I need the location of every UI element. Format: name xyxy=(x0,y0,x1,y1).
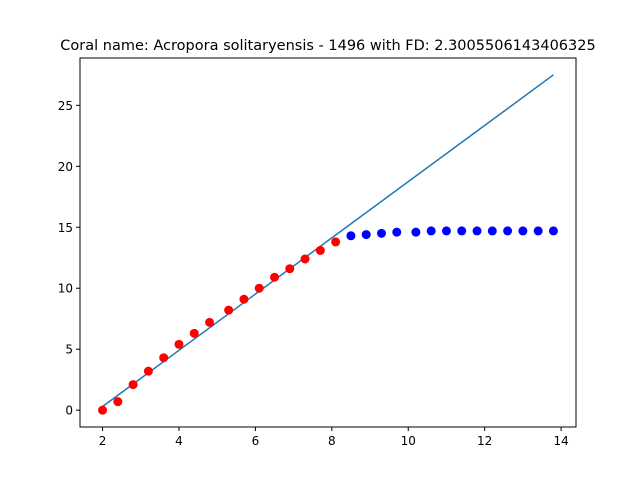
data-point xyxy=(548,226,558,236)
data-point xyxy=(376,228,386,238)
data-point xyxy=(441,226,451,236)
data-point xyxy=(285,264,295,274)
x-tick-label: 2 xyxy=(99,434,107,448)
data-point xyxy=(239,294,249,304)
data-point xyxy=(487,226,497,236)
data-point xyxy=(128,380,138,390)
plot-marks xyxy=(98,74,558,415)
y-tick-label: 25 xyxy=(58,99,73,113)
data-point xyxy=(98,405,108,415)
x-tick-label: 12 xyxy=(477,434,492,448)
data-point xyxy=(189,328,199,338)
data-point xyxy=(300,254,310,264)
x-tick-label: 4 xyxy=(175,434,183,448)
x-tick-label: 6 xyxy=(252,434,260,448)
plot-frame xyxy=(79,57,577,428)
data-point xyxy=(411,227,421,237)
y-tick-label: 10 xyxy=(58,282,73,296)
data-point xyxy=(457,226,467,236)
x-tick-label: 8 xyxy=(328,434,336,448)
axis-ticks: 2 4 6 8 10 12 14 0 5 10 15 20 25 xyxy=(58,99,569,448)
data-point xyxy=(346,231,356,241)
data-point xyxy=(472,226,482,236)
data-point xyxy=(205,317,215,327)
data-point xyxy=(315,245,325,255)
data-point xyxy=(174,339,184,349)
data-point xyxy=(503,226,513,236)
fit-line xyxy=(102,74,554,408)
data-point xyxy=(518,226,528,236)
x-tick-label: 14 xyxy=(553,434,568,448)
data-point xyxy=(159,353,169,363)
data-point xyxy=(426,226,436,236)
data-point xyxy=(113,397,123,407)
data-point xyxy=(254,283,264,293)
data-point xyxy=(270,272,280,282)
y-tick-label: 5 xyxy=(65,343,73,357)
data-point xyxy=(143,366,153,376)
chart-title: Coral name: Acropora solitaryensis - 149… xyxy=(60,38,595,54)
data-point xyxy=(533,226,543,236)
data-point xyxy=(331,237,341,247)
data-point xyxy=(224,305,234,315)
y-tick-label: 20 xyxy=(58,160,73,174)
data-point xyxy=(361,230,371,240)
y-tick-label: 0 xyxy=(65,404,73,418)
y-tick-label: 15 xyxy=(58,221,73,235)
x-tick-label: 10 xyxy=(401,434,416,448)
data-point xyxy=(392,227,402,237)
